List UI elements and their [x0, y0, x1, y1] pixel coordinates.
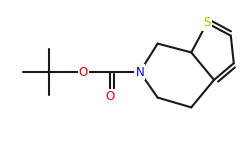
Text: O: O [79, 66, 88, 79]
Text: O: O [106, 90, 115, 103]
Text: N: N [136, 66, 144, 79]
Text: S: S [204, 16, 211, 30]
